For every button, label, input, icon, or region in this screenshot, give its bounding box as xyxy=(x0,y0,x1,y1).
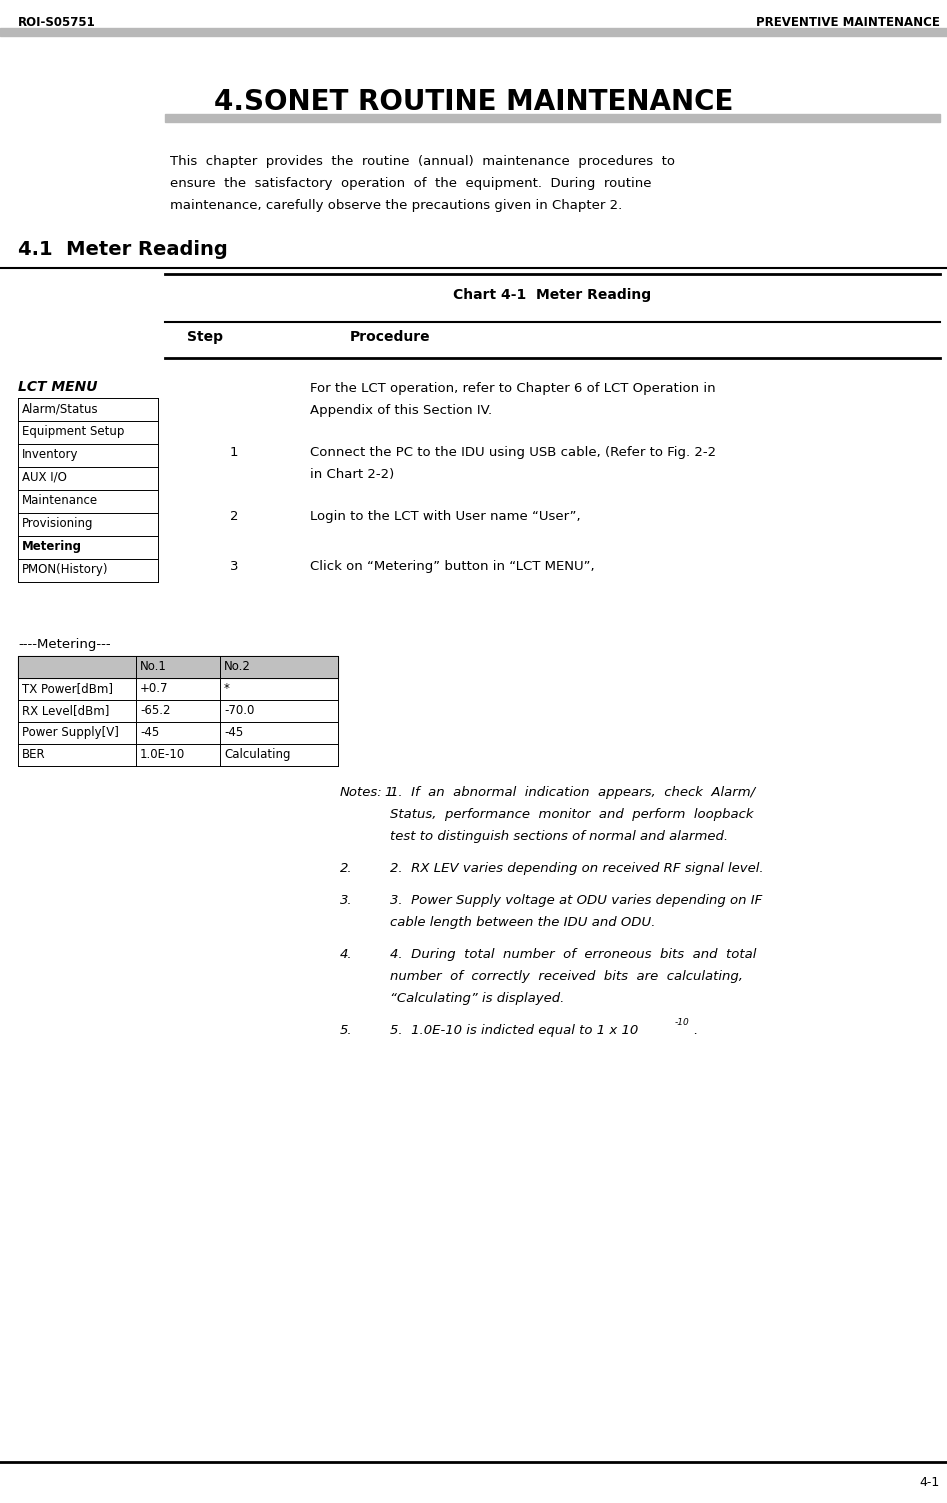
Text: 4.  During  total  number  of  erroneous  bits  and  total: 4. During total number of erroneous bits… xyxy=(390,948,757,960)
Text: Provisioning: Provisioning xyxy=(22,517,94,531)
Text: 1.0E-10: 1.0E-10 xyxy=(140,748,186,761)
Text: Alarm/Status: Alarm/Status xyxy=(22,401,98,415)
Text: -70.0: -70.0 xyxy=(224,703,255,717)
Text: Login to the LCT with User name “User”,: Login to the LCT with User name “User”, xyxy=(310,510,581,523)
Text: -65.2: -65.2 xyxy=(140,703,170,717)
Text: 1.  If  an  abnormal  indication  appears,  check  Alarm/: 1. If an abnormal indication appears, ch… xyxy=(390,786,755,800)
Text: ROI-S05751: ROI-S05751 xyxy=(18,17,96,29)
Text: Equipment Setup: Equipment Setup xyxy=(22,425,124,437)
Text: Connect the PC to the IDU using USB cable, (Refer to Fig. 2-2: Connect the PC to the IDU using USB cabl… xyxy=(310,446,716,458)
Text: *: * xyxy=(224,682,230,694)
Text: 4.: 4. xyxy=(340,948,352,960)
Text: Maintenance: Maintenance xyxy=(22,494,98,507)
Bar xyxy=(0,29,947,36)
Text: 2.: 2. xyxy=(340,863,352,875)
Bar xyxy=(18,655,338,678)
Text: 4-1: 4-1 xyxy=(920,1476,940,1489)
Text: 3.: 3. xyxy=(340,894,352,906)
Text: PMON(History): PMON(History) xyxy=(22,564,109,576)
Text: Metering: Metering xyxy=(22,540,82,553)
Text: cable length between the IDU and ODU.: cable length between the IDU and ODU. xyxy=(390,915,655,929)
Text: 2: 2 xyxy=(230,510,239,523)
Text: PREVENTIVE MAINTENANCE: PREVENTIVE MAINTENANCE xyxy=(756,17,940,29)
Text: 4.1  Meter Reading: 4.1 Meter Reading xyxy=(18,240,227,259)
Text: TX Power[dBm]: TX Power[dBm] xyxy=(22,682,113,694)
Text: Power Supply[V]: Power Supply[V] xyxy=(22,726,119,739)
Text: Click on “Metering” button in “LCT MENU”,: Click on “Metering” button in “LCT MENU”… xyxy=(310,561,595,573)
Text: 2.  RX LEV varies depending on received RF signal level.: 2. RX LEV varies depending on received R… xyxy=(390,863,763,875)
Text: 4.SONET ROUTINE MAINTENANCE: 4.SONET ROUTINE MAINTENANCE xyxy=(214,89,733,116)
Text: 3.  Power Supply voltage at ODU varies depending on IF: 3. Power Supply voltage at ODU varies de… xyxy=(390,894,762,906)
Text: -10: -10 xyxy=(675,1018,689,1027)
Text: BER: BER xyxy=(22,748,45,761)
Text: Chart 4-1  Meter Reading: Chart 4-1 Meter Reading xyxy=(454,289,652,302)
Text: 5.: 5. xyxy=(340,1024,352,1037)
Text: test to distinguish sections of normal and alarmed.: test to distinguish sections of normal a… xyxy=(390,830,728,843)
Text: ----Metering---: ----Metering--- xyxy=(18,637,111,651)
Text: in Chart 2-2): in Chart 2-2) xyxy=(310,467,394,481)
Text: AUX I/O: AUX I/O xyxy=(22,470,67,484)
Text: For the LCT operation, refer to Chapter 6 of LCT Operation in: For the LCT operation, refer to Chapter … xyxy=(310,382,716,395)
Text: This  chapter  provides  the  routine  (annual)  maintenance  procedures  to: This chapter provides the routine (annua… xyxy=(170,155,675,168)
Text: +0.7: +0.7 xyxy=(140,682,169,694)
Text: Procedure: Procedure xyxy=(350,331,431,344)
Text: Step: Step xyxy=(187,331,223,344)
Text: No.2: No.2 xyxy=(224,660,251,673)
Text: Notes:: Notes: xyxy=(340,786,383,800)
Text: RX Level[dBm]: RX Level[dBm] xyxy=(22,703,109,717)
Text: number  of  correctly  received  bits  are  calculating,: number of correctly received bits are ca… xyxy=(390,969,743,983)
Bar xyxy=(165,114,940,122)
Text: ensure  the  satisfactory  operation  of  the  equipment.  During  routine: ensure the satisfactory operation of the… xyxy=(170,177,652,189)
Text: -45: -45 xyxy=(140,726,159,739)
Text: Appendix of this Section IV.: Appendix of this Section IV. xyxy=(310,404,492,416)
Text: -45: -45 xyxy=(224,726,243,739)
Text: 5.  1.0E-10 is indicted equal to 1 x 10: 5. 1.0E-10 is indicted equal to 1 x 10 xyxy=(390,1024,638,1037)
Text: Inventory: Inventory xyxy=(22,448,79,461)
Text: Calculating: Calculating xyxy=(224,748,291,761)
Text: maintenance, carefully observe the precautions given in Chapter 2.: maintenance, carefully observe the preca… xyxy=(170,198,622,212)
Text: 3: 3 xyxy=(230,561,239,573)
Text: 1.: 1. xyxy=(384,786,397,800)
Text: 1: 1 xyxy=(230,446,239,458)
Text: “Calculating” is displayed.: “Calculating” is displayed. xyxy=(390,992,564,1006)
Text: LCT MENU: LCT MENU xyxy=(18,380,98,394)
Text: .: . xyxy=(693,1024,697,1037)
Text: Status,  performance  monitor  and  perform  loopback: Status, performance monitor and perform … xyxy=(390,809,754,821)
Text: No.1: No.1 xyxy=(140,660,167,673)
